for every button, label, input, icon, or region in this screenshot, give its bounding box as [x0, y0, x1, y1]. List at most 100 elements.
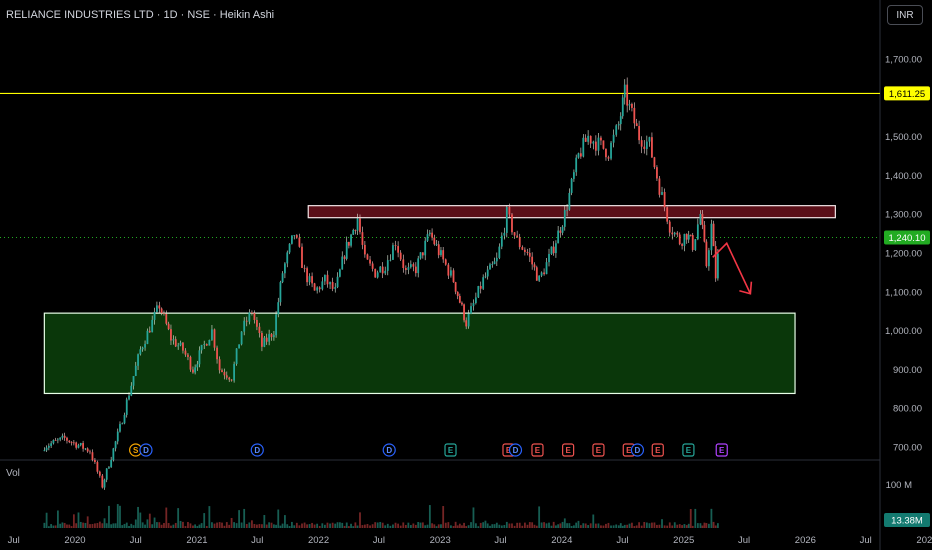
candle-body	[114, 441, 117, 449]
candle-body	[687, 234, 690, 240]
candle-body	[472, 303, 475, 307]
volume-bar	[626, 524, 629, 528]
candle-body	[635, 123, 638, 127]
candle-body	[233, 363, 236, 381]
candle-body	[354, 229, 357, 231]
candle-body	[428, 232, 431, 235]
candle-body	[116, 431, 119, 442]
volume-bar	[379, 521, 382, 528]
dividend-event-marker	[250, 443, 264, 457]
candle-body	[216, 347, 218, 360]
candle-body	[568, 192, 571, 210]
candle-body	[203, 344, 206, 345]
candle-body	[321, 281, 324, 290]
volume-bar	[592, 514, 595, 528]
candle-body	[208, 339, 211, 346]
candle-body	[402, 259, 405, 269]
candle-body	[270, 334, 273, 338]
volume-bar	[245, 523, 248, 528]
volume-bar	[366, 523, 369, 528]
volume-bar	[286, 524, 289, 528]
event-label: E	[448, 446, 454, 455]
x-tick-label: Jul	[616, 535, 628, 546]
volume-bar	[192, 525, 194, 528]
volume-bar	[394, 522, 397, 528]
volume-bar	[666, 525, 669, 528]
candle-body	[563, 210, 566, 227]
candle-body	[303, 267, 306, 269]
candle-body	[179, 342, 182, 346]
volume-bar	[341, 522, 344, 528]
volume-bar	[442, 506, 445, 528]
volume-bar	[125, 522, 128, 528]
candle-body	[666, 207, 669, 222]
volume-bar	[597, 523, 600, 528]
candle-body	[577, 153, 580, 158]
candle-body	[132, 375, 135, 386]
candle-body	[397, 246, 400, 253]
event-label: E	[535, 446, 541, 455]
event-label: S	[133, 446, 139, 455]
candle-body	[323, 274, 326, 282]
candle-body	[584, 137, 587, 142]
volume-bar	[658, 524, 661, 528]
candle-body	[442, 250, 445, 260]
volume-bar	[479, 522, 482, 528]
candle-body	[540, 272, 543, 276]
volume-bar	[265, 524, 268, 528]
event-label: D	[386, 446, 392, 455]
volume-bar	[61, 522, 64, 528]
candle-body	[570, 178, 573, 193]
volume-bar	[233, 522, 236, 528]
currency-button[interactable]: INR	[887, 5, 923, 25]
volume-bar	[699, 523, 702, 528]
candle-body	[705, 241, 708, 267]
volume-bar	[108, 505, 110, 528]
volume-bar	[582, 523, 585, 528]
candle-body	[389, 259, 392, 261]
volume-bar	[579, 525, 582, 528]
candle-body	[465, 320, 468, 327]
volume-bar	[615, 524, 618, 528]
volume-bar	[371, 524, 374, 528]
volume-bar	[369, 525, 371, 528]
candle-body	[240, 331, 243, 345]
candle-body	[683, 233, 686, 246]
volume-bar	[91, 523, 94, 528]
candle-body	[474, 297, 477, 304]
candle-body	[61, 435, 64, 438]
volume-bar	[503, 525, 506, 528]
candle-body	[417, 258, 420, 274]
candle-body	[356, 218, 359, 231]
candle-body	[548, 253, 550, 263]
volume-bar	[577, 520, 580, 528]
volume-bar	[414, 524, 417, 528]
candle-body	[561, 226, 564, 233]
candle-body	[311, 276, 313, 284]
volume-bar	[600, 525, 602, 528]
volume-bar	[284, 515, 286, 528]
candle-body	[137, 354, 139, 366]
candle-body	[376, 272, 379, 278]
volume-bar	[467, 525, 470, 528]
volume-bar	[703, 522, 706, 528]
candle-body	[277, 302, 280, 315]
volume-bar	[518, 522, 521, 528]
x-tick-label: Jul	[8, 535, 20, 546]
candle-body	[196, 364, 199, 368]
volume-bar	[505, 521, 508, 528]
volume-bar	[678, 524, 681, 528]
candle-body	[545, 262, 548, 275]
candle-body	[440, 250, 442, 256]
volume-bar	[635, 525, 638, 528]
volume-bar	[248, 522, 251, 528]
candle-body	[493, 261, 496, 265]
candle-body	[50, 443, 53, 446]
volume-bar	[114, 523, 117, 528]
candle-body	[265, 337, 268, 342]
candle-body	[503, 232, 506, 236]
volume-bar	[68, 524, 71, 528]
volume-bar	[153, 517, 156, 528]
candle-body	[105, 468, 108, 480]
